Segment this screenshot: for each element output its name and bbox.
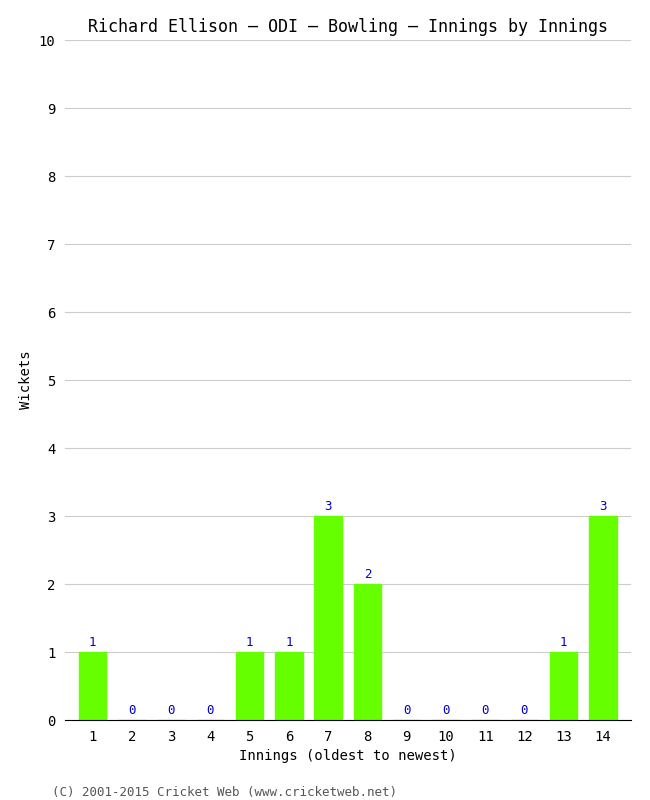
Bar bbox=[590, 516, 617, 720]
Text: 3: 3 bbox=[599, 499, 606, 513]
Text: (C) 2001-2015 Cricket Web (www.cricketweb.net): (C) 2001-2015 Cricket Web (www.cricketwe… bbox=[52, 786, 397, 799]
Text: 1: 1 bbox=[89, 635, 96, 649]
Text: 1: 1 bbox=[560, 635, 567, 649]
Bar bbox=[354, 584, 381, 720]
Text: 0: 0 bbox=[128, 704, 135, 717]
Bar bbox=[315, 516, 342, 720]
Text: 0: 0 bbox=[482, 704, 489, 717]
X-axis label: Innings (oldest to newest): Innings (oldest to newest) bbox=[239, 750, 456, 763]
Text: 2: 2 bbox=[363, 568, 371, 581]
Text: 0: 0 bbox=[521, 704, 528, 717]
Text: 0: 0 bbox=[442, 704, 450, 717]
Text: 0: 0 bbox=[403, 704, 410, 717]
Y-axis label: Wickets: Wickets bbox=[19, 350, 33, 410]
Text: 3: 3 bbox=[324, 499, 332, 513]
Bar bbox=[550, 652, 577, 720]
Title: Richard Ellison – ODI – Bowling – Innings by Innings: Richard Ellison – ODI – Bowling – Inning… bbox=[88, 18, 608, 36]
Text: 1: 1 bbox=[285, 635, 293, 649]
Text: 0: 0 bbox=[167, 704, 175, 717]
Bar bbox=[236, 652, 263, 720]
Bar bbox=[275, 652, 303, 720]
Text: 0: 0 bbox=[207, 704, 214, 717]
Bar bbox=[79, 652, 106, 720]
Text: 1: 1 bbox=[246, 635, 254, 649]
